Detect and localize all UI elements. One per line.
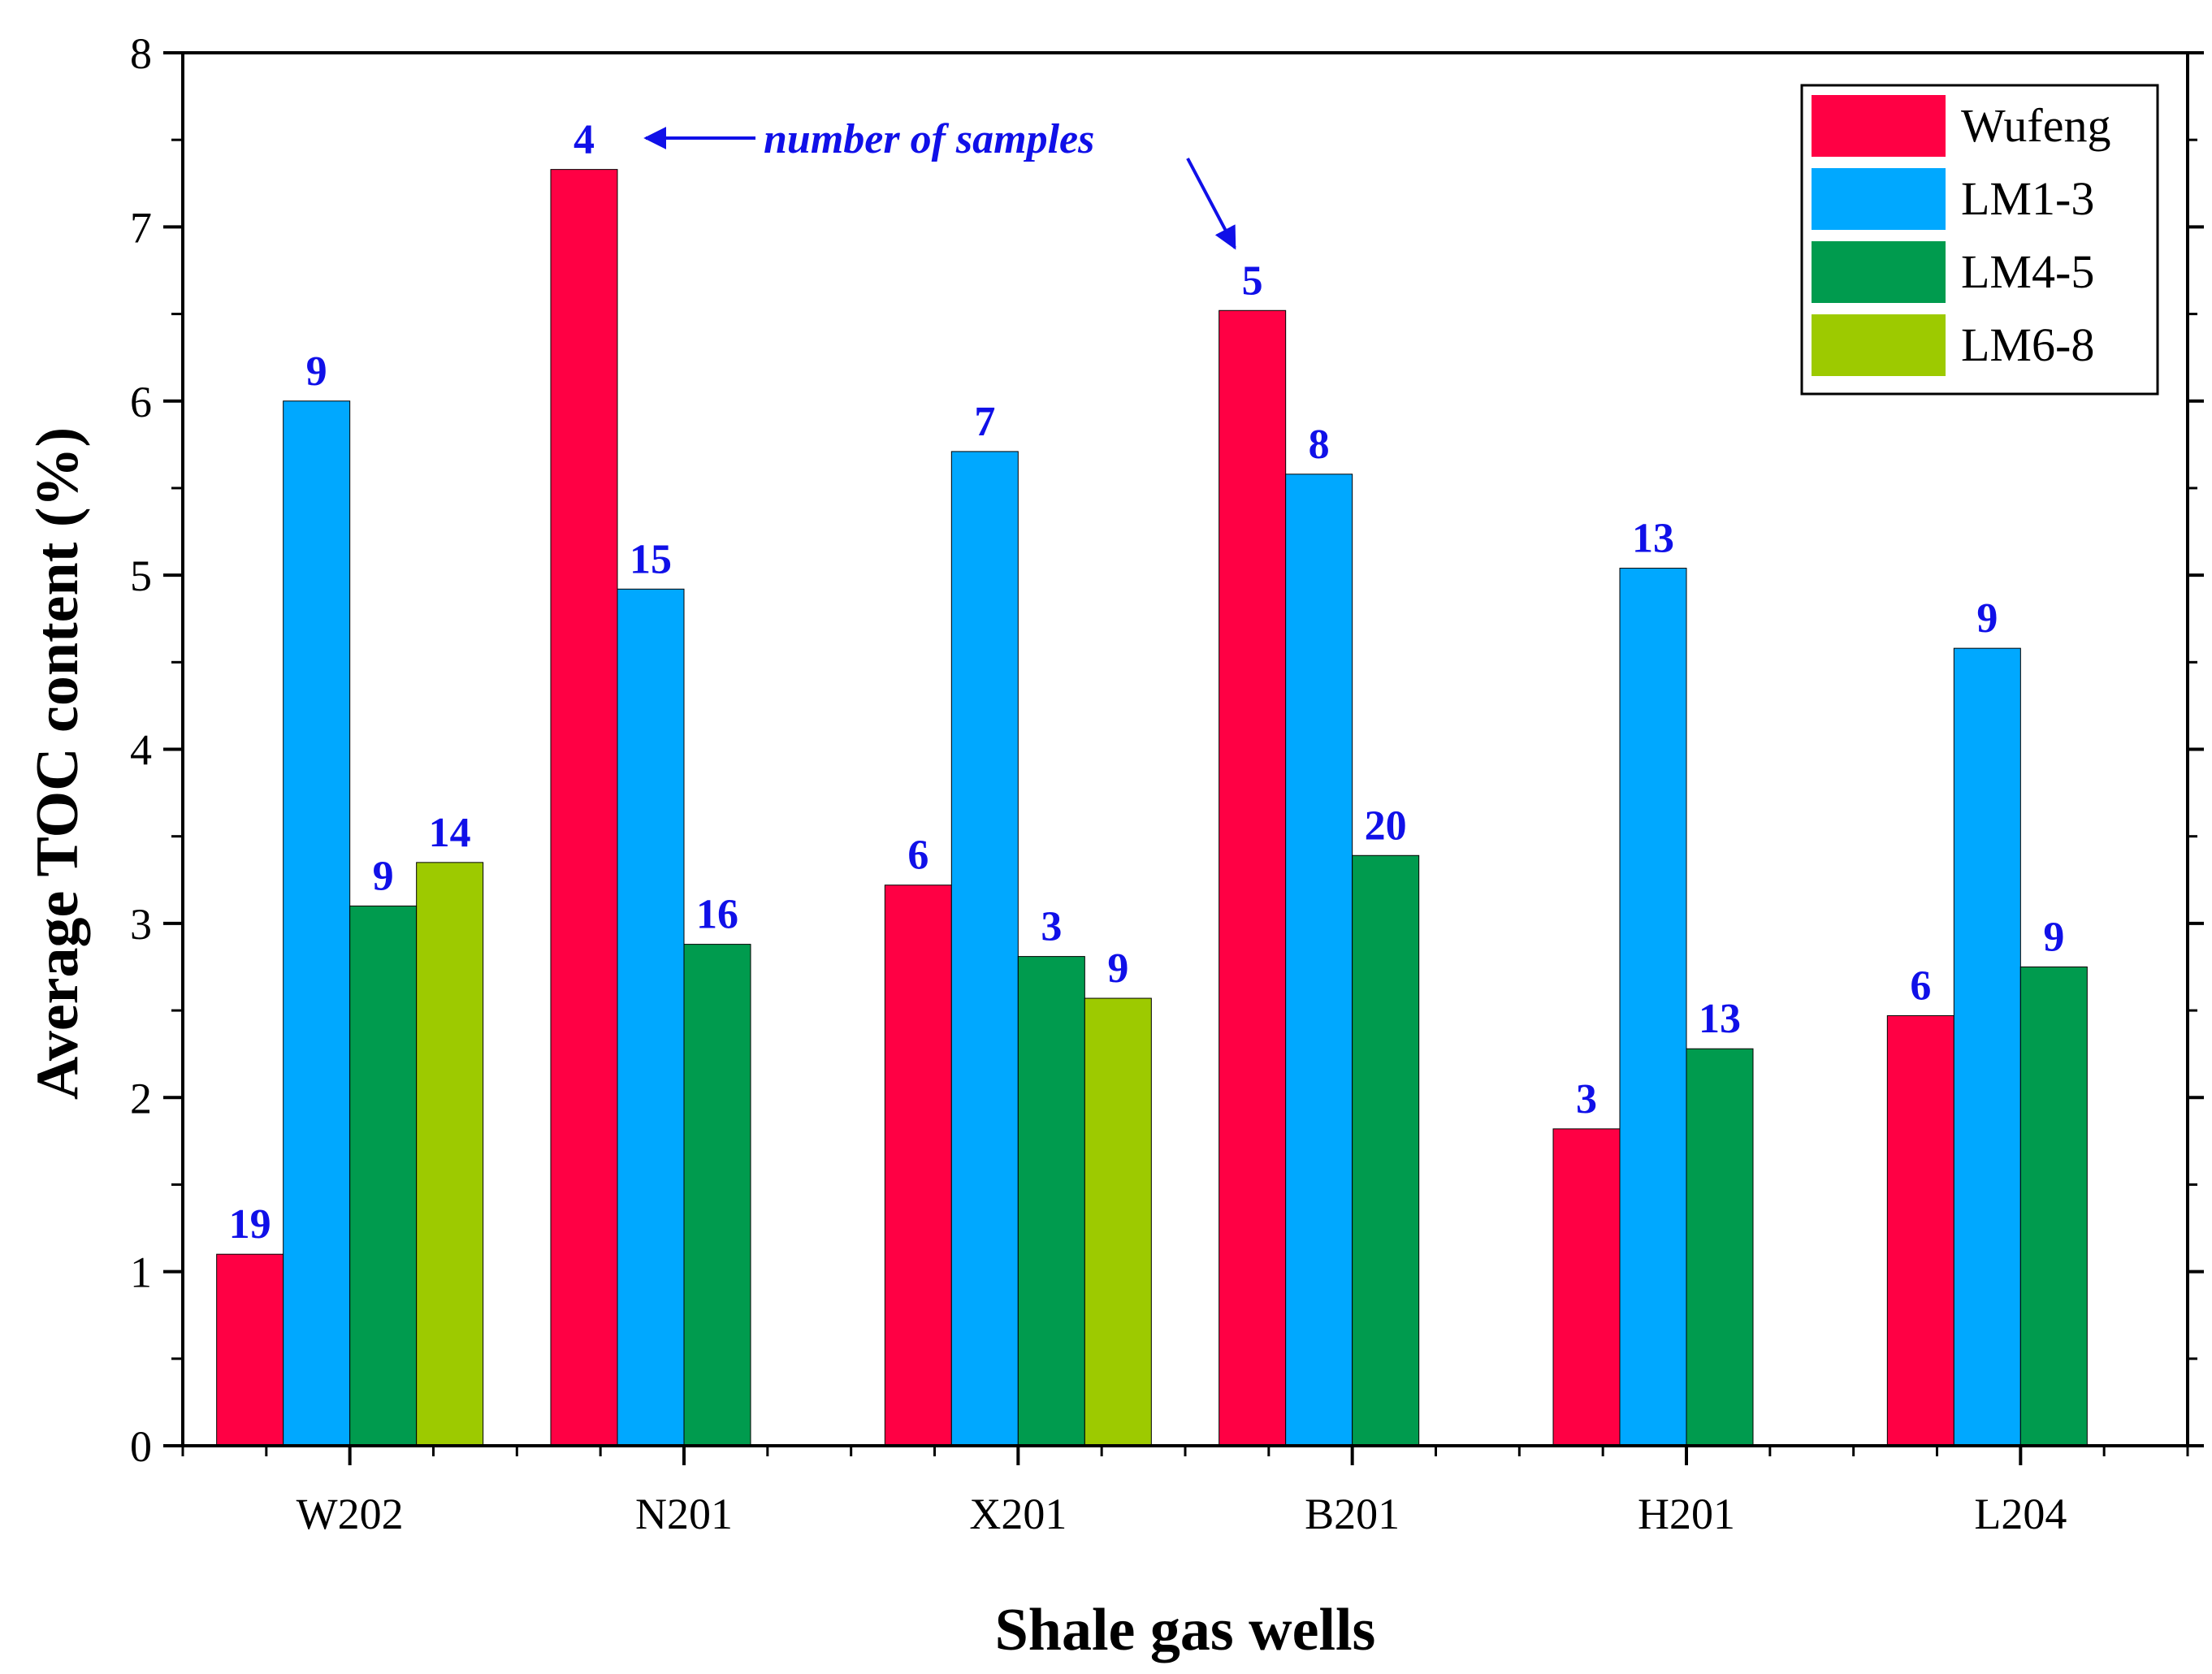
y-tick-label: 1 bbox=[130, 1248, 152, 1297]
y-tick-label: 2 bbox=[130, 1074, 152, 1122]
bar-w202-lm6-8 bbox=[416, 862, 484, 1447]
y-tick-label: 7 bbox=[130, 203, 152, 252]
bar-w202-lm4-5 bbox=[349, 905, 418, 1447]
count-label-h201-lm4-5: 13 bbox=[1699, 996, 1741, 1042]
count-label-b201-lm1-3: 8 bbox=[1309, 422, 1330, 468]
bars-layer bbox=[216, 169, 2088, 1447]
legend-swatch-lm1-3 bbox=[1812, 168, 1946, 230]
legend-label-wufeng: Wufeng bbox=[1961, 99, 2110, 152]
count-label-w202-wufeng: 19 bbox=[229, 1201, 271, 1248]
count-label-n201-lm4-5: 16 bbox=[696, 892, 738, 938]
x-tick-label-n201: N201 bbox=[635, 1490, 733, 1538]
bar-n201-lm1-3 bbox=[617, 588, 685, 1447]
bar-w202-lm1-3 bbox=[283, 400, 351, 1447]
annotation-text: number of samples bbox=[764, 116, 1094, 162]
count-label-w202-lm1-3: 9 bbox=[306, 348, 327, 395]
annotation: number of samples bbox=[643, 116, 1236, 250]
count-label-w202-lm6-8: 14 bbox=[429, 810, 471, 856]
x-tick-label-l204: L204 bbox=[1974, 1490, 2067, 1538]
bar-x201-lm4-5 bbox=[1017, 956, 1085, 1447]
legend-label-lm6-8: LM6-8 bbox=[1961, 318, 2094, 371]
count-label-x201-wufeng: 6 bbox=[907, 833, 929, 879]
legend-label-lm1-3: LM1-3 bbox=[1961, 172, 2094, 225]
bar-n201-lm4-5 bbox=[683, 944, 751, 1447]
x-tick-label-x201: X201 bbox=[969, 1490, 1067, 1538]
annotation-arrow-down bbox=[1186, 158, 1236, 250]
count-label-b201-lm4-5: 20 bbox=[1365, 802, 1407, 849]
count-label-b201-wufeng: 5 bbox=[1242, 257, 1263, 304]
bar-l204-wufeng bbox=[1886, 1014, 1954, 1447]
y-axis-title: Average TOC content (%) bbox=[24, 427, 91, 1100]
legend-swatch-wufeng bbox=[1812, 95, 1946, 157]
y-tick-label: 8 bbox=[130, 29, 152, 78]
count-label-l204-lm1-3: 9 bbox=[1976, 595, 1998, 642]
axes-layer: 0 1 2 3 4 5 6 7 8 W202 N201 X201 B201 H201 L204 bbox=[130, 29, 2204, 1538]
legend-swatch-lm4-5 bbox=[1812, 241, 1946, 303]
count-label-x201-lm4-5: 3 bbox=[1041, 904, 1062, 950]
y-tick-label: 5 bbox=[130, 552, 152, 600]
count-label-x201-lm6-8: 9 bbox=[1107, 945, 1128, 992]
bar-b201-wufeng bbox=[1219, 309, 1287, 1447]
y-tick-label: 4 bbox=[130, 726, 152, 775]
bar-h201-lm4-5 bbox=[1686, 1048, 1754, 1447]
count-label-l204-lm4-5: 9 bbox=[2043, 914, 2064, 960]
count-label-w202-lm4-5: 9 bbox=[373, 853, 394, 899]
y-tick-label: 3 bbox=[130, 900, 152, 949]
count-label-n201-lm1-3: 15 bbox=[630, 536, 672, 582]
count-label-l204-wufeng: 6 bbox=[1910, 962, 1931, 1009]
bar-x201-wufeng bbox=[884, 885, 952, 1447]
count-label-h201-lm1-3: 13 bbox=[1632, 516, 1674, 562]
x-tick-label-w202: W202 bbox=[297, 1490, 404, 1538]
bar-l204-lm1-3 bbox=[1953, 647, 2021, 1447]
y-tick-label: 0 bbox=[130, 1422, 152, 1471]
x-tick-label-h201: H201 bbox=[1638, 1490, 1735, 1538]
count-label-x201-lm1-3: 7 bbox=[974, 399, 995, 445]
bar-b201-lm1-3 bbox=[1285, 474, 1353, 1447]
x-axis-title: Shale gas wells bbox=[995, 1597, 1376, 1663]
bar-x201-lm1-3 bbox=[950, 451, 1019, 1447]
bar-n201-wufeng bbox=[550, 169, 618, 1447]
legend-label-lm4-5: LM4-5 bbox=[1961, 245, 2094, 298]
count-label-h201-wufeng: 3 bbox=[1576, 1076, 1597, 1122]
bar-b201-lm4-5 bbox=[1352, 854, 1420, 1447]
bar-h201-wufeng bbox=[1552, 1128, 1621, 1447]
bar-h201-lm1-3 bbox=[1619, 568, 1687, 1447]
x-tick-label-b201: B201 bbox=[1305, 1490, 1400, 1538]
legend: Wufeng LM1-3 LM4-5 LM6-8 bbox=[1800, 84, 2159, 396]
count-label-n201-wufeng: 4 bbox=[574, 117, 595, 163]
y-tick-label: 6 bbox=[130, 378, 152, 426]
bar-x201-lm6-8 bbox=[1084, 997, 1152, 1447]
legend-swatch-lm6-8 bbox=[1812, 314, 1946, 376]
bar-l204-lm4-5 bbox=[2019, 966, 2088, 1447]
bar-w202-wufeng bbox=[216, 1253, 284, 1447]
